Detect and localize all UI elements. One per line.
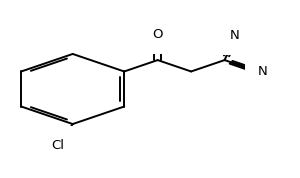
Text: Cl: Cl <box>51 139 64 152</box>
Text: O: O <box>152 28 163 41</box>
Text: N: N <box>258 65 268 78</box>
Text: N: N <box>230 29 240 42</box>
